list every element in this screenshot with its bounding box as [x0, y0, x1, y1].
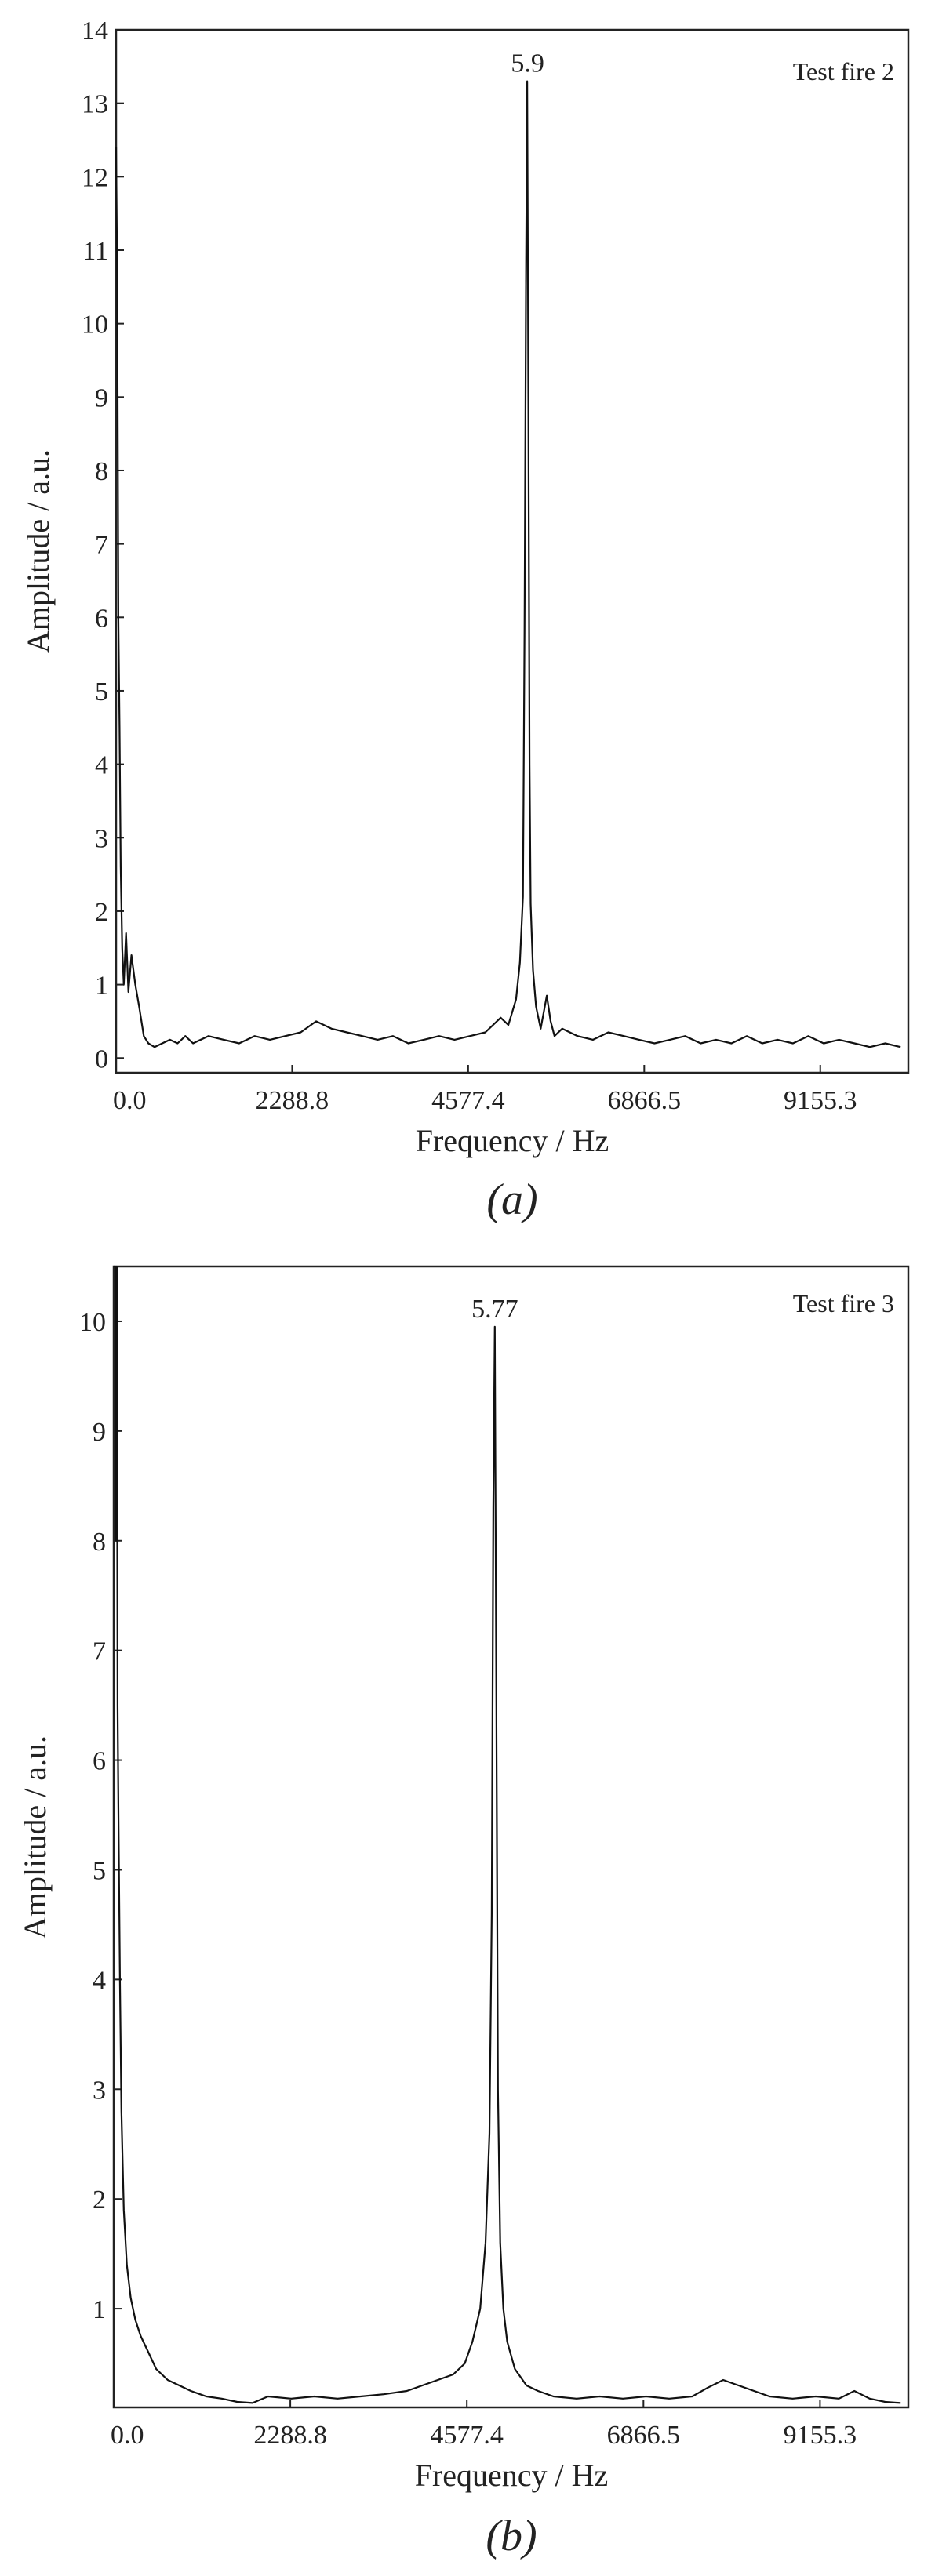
plot-frame-a	[115, 28, 910, 1074]
y-tick-label: 2	[95, 898, 108, 927]
y-tick-label: 12	[82, 163, 108, 192]
caption-b: (b)	[486, 2512, 537, 2560]
y-tick-label: 4	[95, 751, 108, 780]
panel-label-b: Test fire 3	[793, 1289, 894, 1317]
y-tick-label: 1	[93, 2295, 106, 2324]
panel-label-a: Test fire 2	[793, 57, 894, 85]
y-tick-label: 7	[95, 531, 108, 560]
y-tick-label: 2	[93, 2185, 106, 2214]
y-tick-label: 10	[82, 311, 108, 340]
y-tick-label: 9	[95, 383, 108, 412]
y-tick-label: 5	[95, 678, 108, 707]
y-axis-label-a: Amplitude / a.u.	[20, 449, 56, 653]
y-tick-label: 5	[93, 1856, 106, 1885]
y-tick-label: 8	[95, 457, 108, 486]
y-tick-label: 3	[93, 2076, 106, 2105]
y-tick-label: 8	[93, 1528, 106, 1557]
y-tick-label: 0	[95, 1045, 108, 1074]
y-tick-label: 6	[95, 604, 108, 633]
x-tick-label: 0.0	[113, 1086, 147, 1115]
y-tick-label: 7	[93, 1637, 106, 1666]
y-tick-label: 4	[93, 1966, 106, 1995]
y-tick-label: 1	[95, 972, 108, 1001]
y-axis-label-b: Amplitude / a.u.	[17, 1735, 53, 1939]
x-tick-label: 6866.5	[607, 2421, 681, 2450]
x-tick-label: 2288.8	[256, 1086, 329, 1115]
y-tick-label: 9	[93, 1418, 106, 1447]
y-ticks-b: 1 2 3 4 5 6 7 8 9 10	[79, 1308, 122, 2324]
x-tick-label: 4577.4	[431, 1086, 505, 1115]
y-tick-label: 14	[82, 16, 108, 45]
x-axis-label-b: Frequency / Hz	[415, 2458, 609, 2493]
y-tick-label: 10	[79, 1308, 106, 1337]
y-tick-label: 6	[93, 1747, 106, 1776]
x-tick-label: 4577.4	[430, 2421, 504, 2450]
plot-frame-b	[112, 1265, 910, 2409]
x-tick-label: 9155.3	[784, 2421, 857, 2450]
y-tick-label: 11	[82, 237, 108, 266]
x-tick-label: 6866.5	[608, 1086, 682, 1115]
x-axis-label-a: Frequency / Hz	[416, 1123, 609, 1158]
peak-label-a: 5.9	[511, 49, 544, 78]
y-tick-label: 3	[95, 824, 108, 853]
peak-label-b: 5.77	[471, 1295, 518, 1324]
x-tick-label: 9155.3	[784, 1086, 857, 1115]
spectrum-line-b	[113, 1265, 901, 2404]
caption-a: (a)	[486, 1175, 537, 1224]
x-ticks-a: 0.0 2288.8 4577.4 6866.5 9155.3	[113, 1065, 857, 1115]
x-tick-label: 2288.8	[253, 2421, 327, 2450]
y-tick-label: 13	[82, 90, 108, 119]
x-tick-label: 0.0	[111, 2421, 144, 2450]
x-ticks-b: 0.0 2288.8 4577.4 6866.5 9155.3	[111, 2400, 857, 2450]
spectrum-line-a	[115, 80, 901, 1048]
